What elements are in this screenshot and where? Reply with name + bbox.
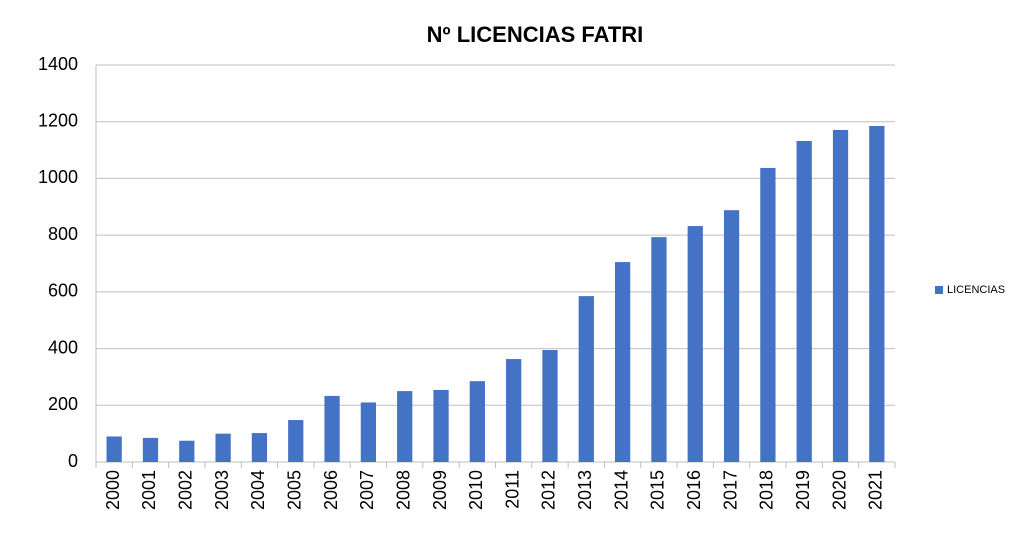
- bar: [179, 440, 195, 462]
- bar: [542, 349, 558, 462]
- x-tick-label: 2014: [611, 470, 631, 510]
- x-tick-label: 2002: [176, 470, 196, 510]
- x-tick-label: 2001: [139, 470, 159, 510]
- bar: [360, 402, 377, 462]
- bar: [215, 433, 231, 462]
- y-tick-label: 1400: [38, 54, 78, 74]
- bar: [760, 167, 776, 462]
- bar: [106, 436, 122, 462]
- bar: [433, 389, 449, 462]
- y-tick-label: 600: [48, 281, 78, 301]
- bar: [687, 226, 703, 462]
- x-tick-label: 2007: [357, 470, 377, 510]
- legend-swatch: [935, 286, 943, 294]
- x-tick-label: 2004: [248, 470, 268, 510]
- y-tick-label: 1200: [38, 110, 78, 130]
- bar: [324, 395, 340, 462]
- bar: [142, 437, 159, 462]
- x-tick-label: 2015: [648, 470, 668, 510]
- bar: [869, 125, 885, 462]
- y-tick-label: 0: [68, 451, 78, 471]
- bar: [506, 359, 522, 462]
- x-tick-label: 2000: [103, 470, 123, 510]
- bar: [469, 381, 485, 462]
- x-tick-label: 2012: [539, 470, 559, 510]
- bar: [578, 296, 594, 462]
- x-tick-label: 2003: [212, 470, 232, 510]
- x-tick-label: 2019: [793, 470, 813, 510]
- bar: [251, 433, 268, 462]
- y-tick-label: 1000: [38, 167, 78, 187]
- x-tick-label: 2009: [430, 470, 450, 510]
- x-tick-label: 2013: [575, 470, 595, 510]
- x-tick-label: 2016: [684, 470, 704, 510]
- y-tick-label: 800: [48, 224, 78, 244]
- y-tick-label: 400: [48, 337, 78, 357]
- bar: [397, 391, 413, 462]
- bar: [796, 140, 812, 463]
- bar: [832, 129, 849, 462]
- x-tick-label: 2020: [829, 470, 849, 510]
- bar: [723, 210, 740, 462]
- chart-title: Nº LICENCIAS FATRI: [427, 22, 644, 47]
- x-tick-label: 2011: [502, 470, 522, 509]
- x-tick-label: 2005: [285, 470, 305, 510]
- x-tick-label: 2021: [866, 470, 886, 510]
- y-tick-label: 200: [48, 394, 78, 414]
- x-tick-label: 2018: [757, 470, 777, 510]
- x-tick-label: 2010: [466, 470, 486, 510]
- x-tick-label: 2008: [393, 470, 413, 510]
- bar: [614, 262, 631, 462]
- bar: [651, 237, 667, 462]
- legend-label: LICENCIAS: [947, 284, 1005, 296]
- x-tick-label: 2017: [720, 470, 740, 510]
- bar: [288, 420, 304, 462]
- x-tick-label: 2006: [321, 470, 341, 510]
